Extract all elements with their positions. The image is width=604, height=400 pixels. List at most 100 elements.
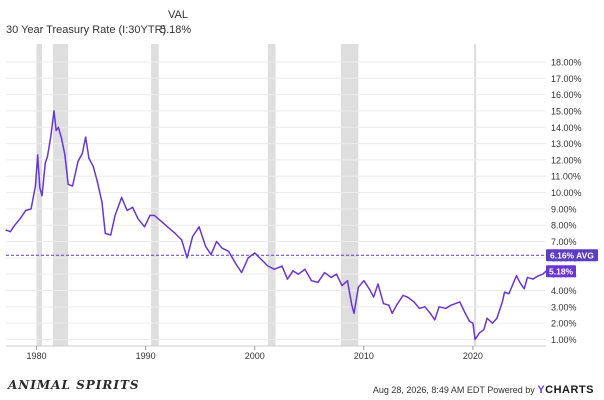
data-point	[247, 257, 249, 259]
y-tick-label: 2.00%	[551, 319, 577, 329]
x-tick-label: 2020	[463, 351, 483, 361]
last-value-marker: 5.18%	[546, 265, 576, 278]
data-point	[491, 322, 494, 324]
x-tick-label: 2000	[245, 351, 265, 361]
x-tick-label: 1990	[136, 351, 156, 361]
data-point	[166, 226, 169, 228]
data-point	[254, 252, 256, 254]
data-point	[205, 245, 207, 248]
data-point	[64, 154, 66, 156]
footer-credit: Aug 28, 2026, 8:49 AM EDT Powered by YCH…	[373, 384, 594, 396]
data-point	[402, 294, 404, 296]
ycharts-logo-text: CHARTS	[545, 384, 594, 396]
x-axis: 1980 1990 2000 2010 2020	[6, 345, 546, 361]
data-point	[61, 138, 63, 140]
y-tick-label: 16.00%	[551, 90, 582, 100]
data-point	[110, 234, 112, 236]
data-point	[363, 280, 365, 282]
x-tick-label: 1980	[27, 351, 47, 361]
data-point	[472, 322, 474, 324]
series-label[interactable]: 30 Year Treasury Rate (I:30YTR)	[6, 24, 167, 36]
data-point	[503, 291, 506, 293]
data-point	[526, 276, 529, 279]
data-point	[513, 280, 515, 282]
y-tick-label: 17.00%	[551, 74, 582, 84]
data-point	[395, 304, 398, 306]
data-point	[126, 209, 128, 212]
data-point	[429, 312, 431, 314]
data-point	[37, 154, 39, 156]
data-point	[464, 312, 466, 314]
data-point	[368, 288, 370, 290]
data-point	[30, 208, 32, 210]
data-point	[459, 301, 461, 303]
data-point	[92, 165, 94, 168]
data-point	[317, 281, 319, 283]
data-point	[537, 275, 539, 277]
data-point	[424, 306, 426, 308]
y-tick-label: 7.00%	[551, 237, 577, 247]
data-point	[181, 239, 183, 241]
data-point	[330, 276, 332, 279]
data-point	[388, 304, 390, 306]
data-point	[71, 185, 74, 187]
y-tick-label: 13.00%	[551, 139, 582, 149]
data-point	[496, 317, 498, 319]
y-tick-label: 11.00%	[551, 172, 581, 182]
y-tick-label: 1.00%	[551, 335, 577, 345]
data-point	[198, 226, 200, 228]
y-tick-label: 4.00%	[551, 286, 577, 296]
data-point	[25, 209, 27, 212]
data-point	[406, 296, 409, 298]
data-point	[19, 218, 21, 220]
series-current-value: 5.18%	[160, 24, 192, 36]
data-point	[44, 162, 46, 164]
data-point	[382, 302, 385, 305]
y-tick-label: 14.00%	[551, 123, 582, 133]
recession-band-2	[151, 44, 159, 346]
line-chart: 1980 1990 2000 2010 2020 1.00% 2.00% 3.00% 4.00…	[5, 44, 598, 361]
data-point	[215, 240, 218, 243]
data-point	[351, 304, 353, 306]
data-point	[174, 232, 176, 234]
data-point	[281, 265, 283, 267]
data-point	[267, 265, 269, 267]
data-point	[5, 229, 7, 231]
data-point	[235, 263, 237, 265]
data-point	[501, 301, 503, 303]
data-point	[438, 306, 440, 308]
data-point	[67, 183, 69, 185]
data-point	[161, 221, 163, 223]
y-tick-label: 15.00%	[551, 106, 582, 116]
data-point	[50, 136, 52, 138]
data-point	[469, 320, 471, 323]
recession-band-5	[474, 44, 477, 346]
data-point	[137, 218, 139, 220]
y-tick-label: 8.00%	[551, 221, 577, 231]
grid-lines	[6, 61, 546, 340]
data-point	[413, 301, 415, 303]
data-point	[474, 338, 476, 341]
legend-header: VAL	[168, 9, 188, 21]
data-point	[227, 250, 230, 252]
data-point	[323, 271, 326, 274]
data-point	[523, 288, 525, 290]
data-point	[101, 201, 103, 203]
data-point	[297, 273, 299, 275]
data-point	[241, 271, 243, 274]
y-tick-label: 12.00%	[551, 155, 582, 165]
y-tick-label: 18.00%	[551, 57, 582, 67]
data-point	[186, 257, 188, 259]
average-label-box	[546, 249, 598, 262]
data-point	[97, 182, 99, 184]
y-tick-label: 3.00%	[551, 302, 577, 312]
data-point	[418, 307, 421, 310]
y-tick-label: 10.00%	[551, 188, 582, 198]
data-point	[104, 232, 106, 234]
data-point	[9, 231, 11, 233]
data-point	[114, 214, 116, 217]
data-point	[445, 307, 447, 310]
ycharts-logo[interactable]: YCHARTS	[537, 384, 594, 396]
data-point	[377, 283, 379, 285]
data-point	[14, 224, 16, 226]
